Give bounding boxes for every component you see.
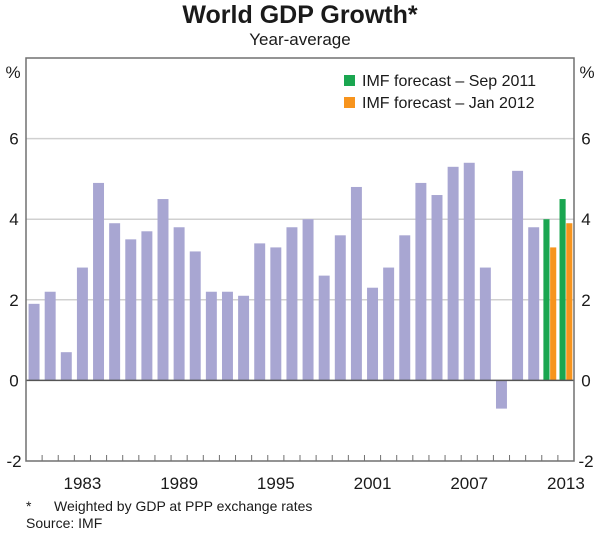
y-tick-label-left: -2 [6, 452, 21, 471]
x-tick-label: 1983 [63, 474, 101, 493]
y-tick-label-left: 2 [9, 291, 18, 310]
bar-2002 [383, 267, 395, 381]
x-tick-label: 2001 [354, 474, 392, 493]
bar-2003 [399, 235, 411, 381]
legend-label: IMF forecast – Sep 2011 [362, 73, 536, 90]
bar-2006 [447, 166, 459, 381]
bar-1998 [318, 275, 330, 381]
axes: 1983 1989 1995 2001 2007 2013 -2 -2 0 0 2 2 4 4 6 6%% [5, 57, 595, 493]
bar-2011 [528, 227, 540, 381]
y-tick-label-right: 2 [581, 291, 590, 310]
y-tick-label-left: 6 [9, 130, 18, 149]
bar-1995 [270, 247, 282, 381]
bar-1992 [221, 291, 233, 381]
bar-1983 [76, 267, 88, 381]
x-tick-label: 2013 [547, 474, 585, 493]
chart-subtitle: Year-average [249, 30, 351, 49]
bar-1996 [286, 227, 298, 381]
bars [28, 162, 573, 409]
bar-forecast-sep2011-2012 [543, 219, 550, 381]
source-note: Source: IMF [26, 515, 103, 531]
bar-2009 [495, 380, 507, 409]
bar-2010 [512, 170, 524, 381]
footnote-text: Weighted by GDP at PPP exchange rates [54, 498, 313, 514]
bar-forecast-jan2012-2013 [566, 223, 573, 381]
bar-1987 [141, 231, 153, 381]
gridlines [26, 137, 574, 301]
bar-2000 [350, 186, 362, 381]
bar-1994 [254, 243, 266, 381]
y-tick-label-left: 4 [9, 210, 18, 229]
bar-1988 [157, 199, 169, 381]
x-tick-label: 2007 [450, 474, 488, 493]
bar-forecast-sep2011-2013 [559, 199, 566, 381]
legend-swatch [344, 97, 355, 108]
bar-2001 [367, 287, 379, 381]
bar-1981 [44, 291, 56, 381]
bar-1997 [302, 219, 314, 381]
bar-1991 [205, 291, 217, 381]
y-tick-label-left: 0 [9, 371, 18, 390]
bar-1984 [93, 182, 105, 381]
bar-1986 [125, 239, 137, 381]
footnote: * Weighted by GDP at PPP exchange rates [26, 498, 312, 515]
footnote-marker: * [26, 498, 32, 514]
y-unit-right: % [579, 63, 594, 82]
legend-label: IMF forecast – Jan 2012 [362, 95, 535, 112]
y-tick-label-right: 4 [581, 210, 590, 229]
x-tick-label: 1989 [160, 474, 198, 493]
bar-2005 [431, 195, 443, 381]
legend: IMF forecast – Sep 2011 IMF forecast – Ja… [344, 73, 536, 112]
bar-forecast-jan2012-2012 [550, 247, 557, 381]
bar-2004 [415, 182, 427, 381]
bar-1999 [334, 235, 346, 381]
x-tick-label: 1995 [257, 474, 295, 493]
y-tick-label-right: 0 [581, 371, 590, 390]
bar-1980 [28, 303, 40, 381]
bar-1993 [238, 295, 250, 381]
y-tick-label-right: 6 [581, 130, 590, 149]
bar-1990 [189, 251, 201, 381]
y-unit-left: % [5, 63, 20, 82]
plot-frame [25, 57, 575, 462]
bar-2008 [479, 267, 491, 381]
bar-1989 [173, 227, 185, 381]
y-tick-label-right: -2 [578, 452, 593, 471]
chart-title: World GDP Growth* [182, 1, 418, 29]
legend-swatch [344, 75, 355, 86]
bar-1985 [109, 223, 121, 381]
bar-1982 [60, 352, 72, 381]
bar-2007 [463, 162, 475, 381]
